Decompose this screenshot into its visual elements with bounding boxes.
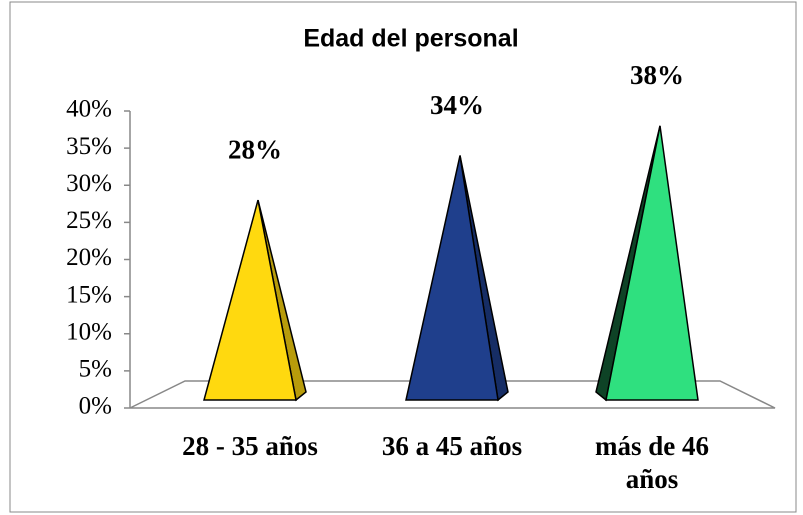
y-tick-label: 30% bbox=[66, 170, 112, 197]
y-tick-label: 10% bbox=[66, 318, 112, 345]
y-tick-label: 40% bbox=[66, 96, 112, 123]
x-tick-label: 36 a 45 años bbox=[381, 431, 523, 461]
pyramid bbox=[405, 155, 509, 402]
y-tick-label: 15% bbox=[66, 281, 112, 308]
y-tick-label: 25% bbox=[66, 207, 112, 234]
x-tick-label: 28 - 35 años bbox=[182, 431, 318, 461]
y-tick-label: 5% bbox=[79, 356, 112, 383]
pyramid bbox=[595, 125, 699, 402]
value-label: 34% bbox=[430, 90, 484, 120]
y-tick-label: 20% bbox=[66, 244, 112, 271]
y-tick-label: 0% bbox=[79, 393, 112, 420]
x-tick-label: más de 46 años bbox=[595, 431, 709, 494]
pyramid bbox=[203, 199, 307, 402]
chart-title: Edad del personal bbox=[303, 25, 518, 53]
pyramid-face bbox=[405, 155, 499, 401]
y-tick-label: 35% bbox=[66, 133, 112, 160]
value-label: 38% bbox=[630, 60, 684, 90]
value-label: 28% bbox=[228, 134, 282, 164]
pyramid-face bbox=[605, 125, 699, 401]
pyramid-face bbox=[203, 199, 297, 401]
